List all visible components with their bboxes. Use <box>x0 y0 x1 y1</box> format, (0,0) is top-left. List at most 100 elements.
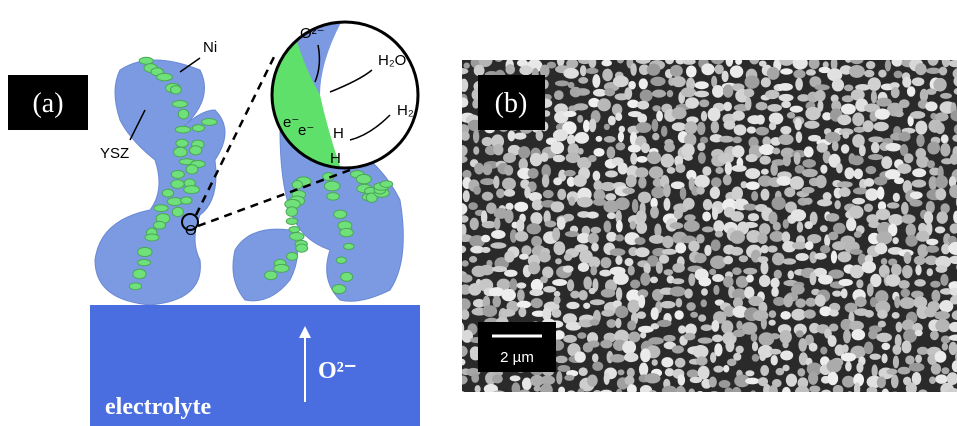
grain <box>672 263 685 273</box>
grain <box>517 301 531 309</box>
grain <box>765 90 779 99</box>
grain <box>662 249 677 255</box>
grain <box>935 319 950 332</box>
grain <box>491 390 507 399</box>
grain <box>941 367 949 374</box>
ysz-grain <box>233 229 298 301</box>
grain <box>815 90 826 102</box>
grain <box>936 265 948 273</box>
grain <box>567 279 574 291</box>
grain <box>732 387 742 399</box>
grain <box>838 251 852 262</box>
grain <box>661 357 673 367</box>
grain <box>719 380 731 388</box>
grain <box>715 167 723 174</box>
grain <box>600 390 613 398</box>
grain <box>819 306 831 316</box>
grain <box>617 54 624 63</box>
grain <box>597 98 611 111</box>
grain <box>752 341 758 351</box>
grain <box>494 55 503 62</box>
grain <box>460 274 473 282</box>
grain <box>897 163 911 173</box>
grain <box>852 113 864 127</box>
grain <box>926 239 938 246</box>
grain <box>912 179 926 187</box>
grain <box>637 114 647 124</box>
grain <box>698 314 706 321</box>
grain <box>697 122 706 135</box>
grain <box>675 386 685 400</box>
grain <box>814 253 826 260</box>
grain <box>542 174 549 187</box>
grain <box>553 155 565 163</box>
grain <box>662 386 677 396</box>
grain <box>459 215 469 222</box>
grain <box>670 222 683 229</box>
grain <box>564 375 574 381</box>
grain <box>935 351 947 363</box>
grain <box>743 268 757 275</box>
grain <box>793 70 805 79</box>
grain <box>583 120 590 133</box>
grain <box>672 107 687 119</box>
grain <box>732 165 747 172</box>
grain <box>796 330 804 337</box>
grain <box>589 319 599 326</box>
grain <box>615 318 621 328</box>
grain <box>566 302 579 309</box>
grain <box>684 333 696 341</box>
grain <box>492 296 501 307</box>
electrolyte-label: electrolyte <box>105 394 211 420</box>
grain <box>863 120 874 132</box>
grain <box>892 237 898 244</box>
grain <box>839 279 853 286</box>
grain <box>660 301 675 309</box>
grain <box>517 282 527 288</box>
ni-particle <box>153 221 165 229</box>
ni-particle <box>138 247 153 256</box>
grain <box>482 305 497 317</box>
grain <box>566 390 577 401</box>
grain <box>481 247 490 253</box>
grain <box>746 181 760 190</box>
grain <box>769 122 776 130</box>
ni-label: Ni <box>203 39 217 56</box>
grain <box>675 358 686 368</box>
grain <box>770 163 778 176</box>
grain <box>577 115 583 123</box>
grain <box>678 374 686 386</box>
ni-particle <box>287 252 298 260</box>
grain <box>463 190 470 202</box>
grain <box>842 344 849 353</box>
grain <box>864 70 874 78</box>
grain <box>918 389 928 398</box>
grain <box>657 320 671 327</box>
grain <box>455 68 468 74</box>
grain <box>817 199 832 206</box>
grain <box>910 199 923 206</box>
ni-particle <box>324 181 340 191</box>
grain <box>531 298 543 308</box>
grain <box>845 361 852 371</box>
grain <box>931 290 940 302</box>
zoom-label: H₂ <box>397 102 414 119</box>
grain <box>915 355 922 364</box>
panel-label: (a) <box>32 88 63 119</box>
grain <box>746 154 758 162</box>
grain <box>458 97 469 107</box>
grain <box>783 258 797 264</box>
grain <box>641 143 650 153</box>
grain <box>701 299 707 307</box>
grain <box>678 325 686 333</box>
grain <box>563 335 577 343</box>
grain <box>837 115 851 126</box>
grain <box>603 221 611 233</box>
grain <box>681 87 696 97</box>
grain <box>780 311 791 320</box>
grain <box>756 102 768 110</box>
grain <box>616 287 622 301</box>
grain <box>502 178 516 191</box>
grain <box>769 310 777 318</box>
grain <box>881 156 892 169</box>
